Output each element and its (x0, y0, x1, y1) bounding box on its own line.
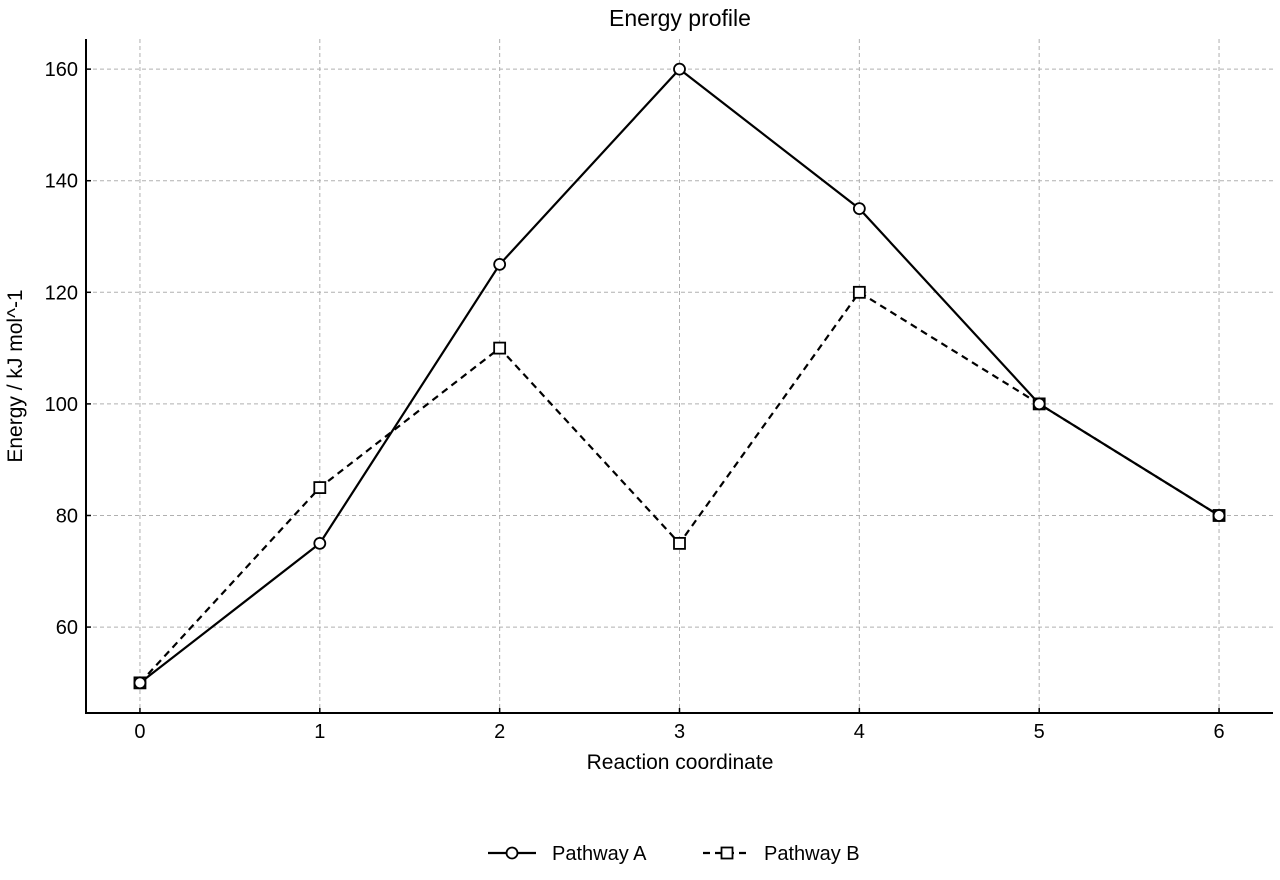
series-layer (133, 62, 1226, 690)
legend-marker-pathway-b (720, 846, 734, 860)
axis-ticks: 0 1 2 3 4 5 6 60 80 100 120 140 160 (45, 59, 1225, 743)
y-tick-label: 140 (45, 171, 78, 193)
x-tick-label: 1 (314, 721, 325, 743)
legend-label-pathway-b: Pathway B (764, 843, 860, 865)
legend-label-pathway-a: Pathway A (552, 843, 647, 865)
x-tick-label: 4 (854, 721, 865, 743)
data-point-pathway-a (493, 258, 507, 271)
x-tick-label: 3 (674, 721, 685, 743)
y-tick-label: 100 (45, 394, 78, 416)
y-tick-label: 120 (45, 282, 78, 304)
data-point-pathway-a (852, 202, 866, 216)
x-tick-label: 6 (1213, 721, 1224, 743)
legend: Pathway A Pathway B (488, 843, 860, 865)
x-axis-label: Reaction coordinate (587, 751, 774, 774)
y-tick-label: 80 (56, 505, 78, 527)
data-point-pathway-b (852, 285, 866, 299)
data-point-pathway-a (1032, 397, 1046, 411)
x-tick-label: 0 (134, 721, 145, 743)
data-point-pathway-a (133, 676, 147, 690)
data-point-pathway-a (673, 62, 686, 76)
data-point-pathway-b (673, 536, 686, 550)
x-tick-label: 2 (494, 721, 505, 743)
y-axis-label: Energy / kJ mol^-1 (4, 289, 27, 462)
data-point-pathway-b (493, 341, 507, 355)
y-tick-label: 60 (56, 617, 78, 639)
chart-title: Energy profile (609, 5, 751, 31)
legend-marker-pathway-a (505, 846, 519, 860)
x-tick-label: 5 (1034, 721, 1045, 743)
data-point-pathway-a (1212, 509, 1226, 522)
grid-lines (86, 39, 1273, 713)
y-tick-label: 160 (45, 59, 78, 81)
data-point-pathway-a (313, 536, 327, 550)
data-point-pathway-b (313, 481, 327, 494)
